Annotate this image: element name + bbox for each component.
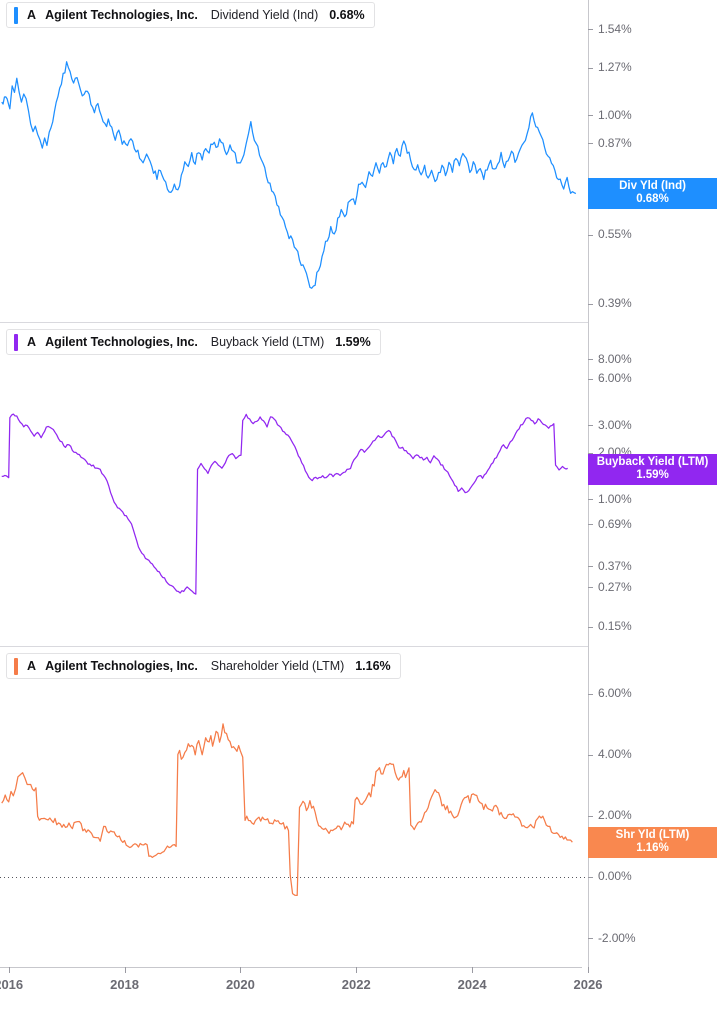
series-canvas-dividend_yield (1, 61, 577, 289)
value-badge-label: Div Yld (Ind) (619, 179, 686, 192)
y-axis-tick-label: 4.00% (598, 747, 632, 762)
x-axis-spine (0, 967, 582, 968)
x-axis-tick-label: 2024 (457, 977, 487, 992)
y-axis-tick-label: 0.15% (598, 619, 632, 634)
y-axis-tick-label: 6.00% (598, 371, 632, 386)
series-line-shareholder_yield (1, 723, 573, 896)
y-axis-tick-mark (588, 499, 593, 501)
header-company-name: Agilent Technologies, Inc. (45, 659, 198, 673)
y-axis-tick-label: 0.00% (598, 869, 632, 884)
y-axis-tick-mark (588, 378, 593, 380)
series-color-swatch-dividend (14, 6, 18, 24)
y-axis-tick-mark (588, 938, 593, 940)
header-company-name: Agilent Technologies, Inc. (45, 335, 198, 349)
y-axis-tick-label: 1.00% (598, 491, 632, 506)
x-axis-tick-label: 2016 (0, 977, 24, 992)
y-axis-tick-mark (588, 115, 593, 117)
x-axis-tick-mark (588, 967, 589, 973)
series-header-shareholder-yield[interactable]: A Agilent Technologies, Inc. Shareholder… (6, 653, 401, 679)
y-axis-tick-label: 3.00% (598, 417, 632, 432)
value-badge-dividend-yield: Div Yld (Ind) 0.68% (588, 177, 717, 209)
y-axis-tick-mark (588, 587, 593, 589)
value-badge-label: Shr Yld (LTM) (615, 829, 690, 842)
y-axis-tick-mark (588, 693, 593, 695)
y-axis-tick-mark (588, 566, 593, 568)
x-axis-tick-label: 2026 (573, 977, 603, 992)
series-canvas-buyback_yield (1, 413, 568, 595)
panel-separator-1 (0, 322, 588, 323)
panel-separator-2 (0, 646, 588, 647)
y-axis-tick-mark (588, 524, 593, 526)
x-axis-tick-mark (356, 967, 358, 973)
y-axis-tick-label: 0.55% (598, 227, 632, 242)
y-axis-tick-label: 1.27% (598, 60, 632, 75)
y-axis-tick-mark (588, 425, 593, 427)
header-ticker: A (27, 659, 37, 673)
series-line-dividend_yield (1, 61, 577, 289)
series-color-swatch-shareholder (14, 657, 18, 675)
header-metric-name: Dividend Yield (Ind) (210, 8, 319, 22)
series-line-buyback_yield (1, 413, 568, 595)
x-axis-tick-mark (124, 967, 126, 973)
x-axis-tick-label: 2018 (110, 977, 140, 992)
y-axis-tick-mark (588, 876, 593, 878)
series-header-buyback-yield[interactable]: A Agilent Technologies, Inc. Buyback Yie… (6, 329, 381, 355)
value-badge-shareholder-yield: Shr Yld (LTM) 1.16% (588, 827, 717, 859)
y-axis-tick-label: 0.69% (598, 516, 632, 531)
y-axis-tick-mark (588, 359, 593, 361)
y-axis-tick-label: 0.27% (598, 579, 632, 594)
plot-area-dividend-yield[interactable] (0, 10, 588, 320)
x-axis-area: 2016 2018 2020 2022 2024 2026 (0, 967, 717, 1012)
y-axis-tick-label: -2.00% (598, 930, 636, 945)
y-axis-tick-mark (588, 452, 593, 454)
header-metric-name: Buyback Yield (LTM) (210, 335, 325, 349)
y-axis-spine-panel-3 (588, 646, 589, 967)
y-axis-tick-label: 1.00% (598, 107, 632, 122)
value-badge-buyback-yield: Buyback Yield (LTM) 1.59% (588, 453, 717, 485)
value-badge-value: 1.59% (636, 468, 669, 481)
value-badge-value: 1.16% (636, 842, 669, 855)
y-axis-tick-mark (588, 303, 593, 305)
y-axis-tick-mark (588, 754, 593, 756)
value-badge-value: 0.68% (636, 192, 669, 205)
y-axis-tick-mark (588, 29, 593, 31)
series-canvas-shareholder_yield (0, 723, 588, 896)
x-axis-tick-mark (472, 967, 474, 973)
header-metric-value: 1.16% (355, 659, 391, 673)
y-axis-tick-mark (588, 234, 593, 236)
header-ticker: A (27, 8, 37, 22)
value-badge-label: Buyback Yield (LTM) (596, 455, 709, 468)
y-axis-tick-label: 2.00% (598, 808, 632, 823)
series-header-dividend-yield[interactable]: A Agilent Technologies, Inc. Dividend Yi… (6, 2, 375, 28)
x-axis-tick-mark (8, 967, 10, 973)
y-axis-tick-label: 0.37% (598, 558, 632, 573)
y-axis-tick-mark (588, 815, 593, 817)
y-axis-tick-mark (588, 67, 593, 69)
y-axis-tick-mark (588, 626, 593, 628)
header-ticker: A (27, 335, 37, 349)
header-metric-value: 1.59% (335, 335, 371, 349)
y-axis-tick-mark (588, 143, 593, 145)
plot-area-shareholder-yield[interactable] (0, 676, 588, 966)
x-axis-tick-label: 2020 (225, 977, 255, 992)
y-axis-tick-label: 0.39% (598, 296, 632, 310)
header-metric-name: Shareholder Yield (LTM) (210, 659, 345, 673)
y-axis-tick-label: 8.00% (598, 351, 632, 366)
header-company-name: Agilent Technologies, Inc. (45, 8, 198, 22)
series-color-swatch-buyback (14, 333, 18, 351)
y-axis-tick-label: 6.00% (598, 686, 632, 701)
header-metric-value: 0.68% (329, 8, 365, 22)
x-axis-tick-mark (240, 967, 242, 973)
x-axis-tick-label: 2022 (341, 977, 371, 992)
y-axis-spine-panel-1 (588, 0, 589, 322)
plot-area-buyback-yield[interactable] (0, 352, 588, 637)
y-axis-tick-label: 0.87% (598, 135, 632, 150)
y-axis-tick-label: 1.54% (598, 21, 632, 36)
